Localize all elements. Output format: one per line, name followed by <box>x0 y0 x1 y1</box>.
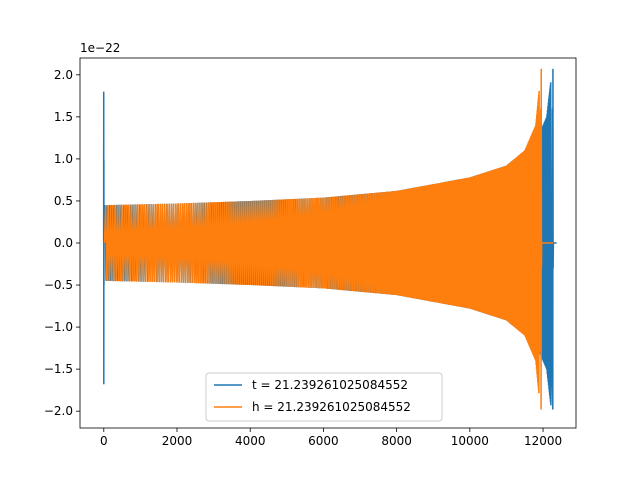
y-tick-label: 1.0 <box>54 152 73 166</box>
axes: 0 2000 4000 6000 8000 10000 12000 −2.0 −1.5 −1.0 −… <box>44 57 577 448</box>
x-tick-label: 12000 <box>524 434 562 448</box>
x-tick-label: 0 <box>100 434 108 448</box>
y-tick-label: −1.0 <box>44 320 73 334</box>
x-tick-label: 8000 <box>381 434 412 448</box>
legend-label-t: t = 21.239261025084552 <box>252 378 408 392</box>
series-line-h <box>103 68 554 410</box>
x-tick-label: 4000 <box>235 434 266 448</box>
y-tick-label: 2.0 <box>54 68 73 82</box>
x-tick-label: 10000 <box>451 434 489 448</box>
y-tick-label: 0.5 <box>54 194 73 208</box>
y-tick-label: 0.0 <box>54 236 73 250</box>
legend-box <box>205 372 443 422</box>
x-tick-label: 6000 <box>308 434 339 448</box>
y-tick-label: 1.5 <box>54 110 73 124</box>
x-tick-label: 2000 <box>162 434 193 448</box>
legend-label-h: h = 21.239261025084552 <box>252 400 411 414</box>
legend: t = 21.239261025084552 h = 21.2392610250… <box>205 372 443 422</box>
plot-area <box>102 68 557 410</box>
y-tick-label: −2.0 <box>44 404 73 418</box>
y-tick-label: −1.5 <box>44 362 73 376</box>
y-offset-label: 1e−22 <box>80 41 120 55</box>
y-tick-label: −0.5 <box>44 278 73 292</box>
